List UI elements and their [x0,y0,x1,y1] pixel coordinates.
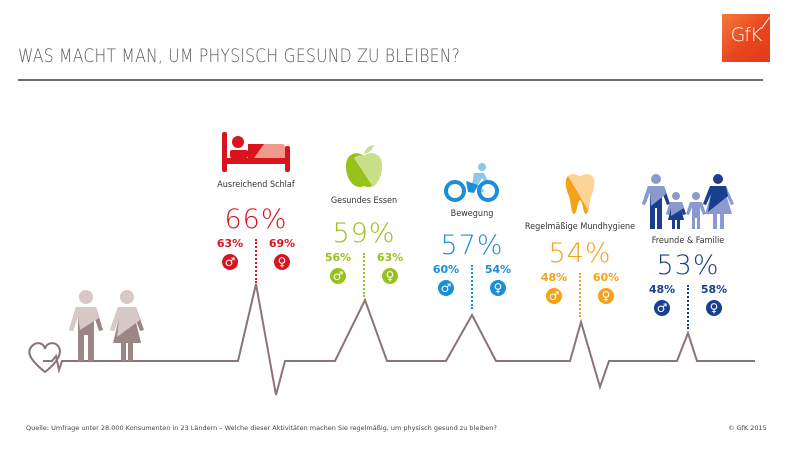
total-percentage: 53% [656,250,720,281]
heart-icon [28,342,61,374]
activity-label: Ausreichend Schlaf [217,180,295,190]
female-percentage: 63% [376,251,404,264]
activity-label: Gesundes Essen [330,196,398,206]
female-stat: 54% ♀ [478,263,518,296]
dotted-divider [471,265,473,309]
male-stat: 60% ♂ [426,263,466,296]
activity-column: Ausreichend Schlaf 66% 63% ♂ 69% ♀ [186,128,326,283]
gender-split: 63% ♂ 69% ♀ [186,237,326,283]
activity-label: Freunde & Familie [651,236,725,246]
apple-icon [294,145,434,190]
female-icon: ♀ [598,288,614,304]
female-percentage: 69% [268,237,296,250]
bed-icon [186,128,326,174]
activity-label: Bewegung [450,209,494,219]
female-icon: ♀ [706,300,722,316]
activity-column: Regelmäßige Mundhygiene 54% 48% ♂ 60% ♀ [510,167,650,317]
source-note: Quelle: Umfrage unter 28.000 Konsumenten… [26,424,497,432]
title-divider [18,79,763,81]
male-percentage: 56% [324,251,352,264]
gender-split: 48% ♂ 58% ♀ [618,283,758,329]
male-percentage: 63% [216,237,244,250]
female-icon: ♀ [490,280,506,296]
male-icon: ♂ [438,280,454,296]
male-icon: ♂ [222,254,238,270]
total-percentage: 57% [440,230,504,261]
total-percentage: 59% [332,218,396,249]
male-icon: ♂ [654,300,670,316]
female-stat: 63% ♀ [370,251,410,284]
female-icon: ♀ [382,268,398,284]
gender-split: 56% ♂ 63% ♀ [294,251,434,297]
female-stat: 69% ♀ [262,237,302,270]
tooth-icon [510,167,650,216]
female-percentage: 58% [700,283,728,296]
logo-text: GfK [730,24,763,46]
activity-label: Regelmäßige Mundhygiene [524,222,636,232]
activity-column: Bewegung 57% 60% ♂ 54% ♀ [402,160,542,309]
female-stat: 58% ♀ [694,283,734,316]
ecg-line [43,283,755,396]
dotted-divider [255,239,257,283]
female-stat: 60% ♀ [586,271,626,304]
male-stat: 63% ♂ [210,237,250,270]
male-percentage: 48% [648,283,676,296]
male-percentage: 48% [540,271,568,284]
total-percentage: 66% [224,204,288,235]
male-icon: ♂ [330,268,346,284]
activity-column: Gesundes Essen 59% 56% ♂ 63% ♀ [294,145,434,297]
copyright: © GfK 2015 [728,424,767,432]
man-icon [69,290,103,361]
activity-column: Freunde & Familie 53% 48% ♂ 58% ♀ [618,173,758,329]
male-stat: 48% ♂ [642,283,682,316]
dotted-divider [579,273,581,317]
gfk-logo: GfK [722,14,770,62]
total-percentage: 54% [548,238,612,269]
woman-icon [110,290,144,361]
gender-split: 48% ♂ 60% ♀ [510,271,650,317]
dotted-divider [363,253,365,297]
male-icon: ♂ [546,288,562,304]
male-stat: 48% ♂ [534,271,574,304]
family-icon [618,173,758,230]
gender-split: 60% ♂ 54% ♀ [402,263,542,309]
female-icon: ♀ [274,254,290,270]
female-percentage: 60% [592,271,620,284]
male-stat: 56% ♂ [318,251,358,284]
page-title: WAS MACHT MAN, UM PHYSISCH GESUND ZU BLE… [18,45,461,67]
dotted-divider [687,285,689,329]
male-percentage: 60% [432,263,460,276]
bicycle-icon [402,160,542,203]
female-percentage: 54% [484,263,512,276]
